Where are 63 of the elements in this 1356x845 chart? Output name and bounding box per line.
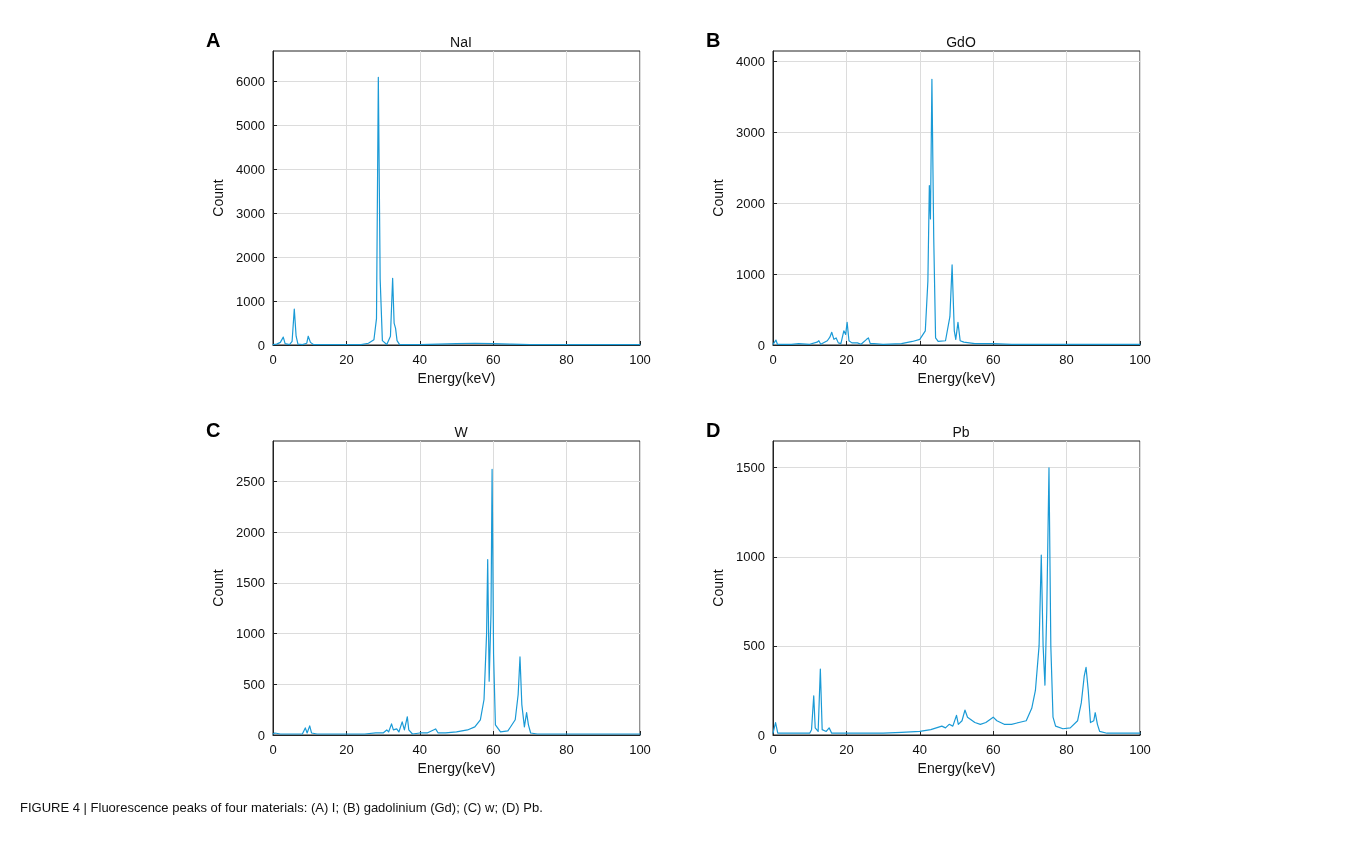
y-tick-label: 500 xyxy=(743,638,765,654)
x-tick-label: 20 xyxy=(839,352,854,367)
y-tick-label: 2000 xyxy=(236,249,265,265)
x-tick-label: 0 xyxy=(269,742,277,757)
y-tick-label: 4000 xyxy=(236,161,265,177)
chart-title: GdO xyxy=(946,34,976,50)
x-axis-title: Energy(keV) xyxy=(917,370,996,386)
y-tick-label: 1000 xyxy=(736,266,765,282)
y-tick-label: 2000 xyxy=(236,524,265,540)
x-tick-label: 80 xyxy=(1059,742,1074,757)
x-tick-label: 60 xyxy=(985,742,1001,757)
y-tick-label: 4000 xyxy=(736,54,765,70)
y-tick-label: 1000 xyxy=(236,626,265,642)
y-tick-label: 2000 xyxy=(736,195,765,211)
x-tick-label: 0 xyxy=(269,352,277,367)
x-axis-title: Energy(keV) xyxy=(917,760,996,776)
x-tick-label: 60 xyxy=(485,352,501,367)
x-tick-label: 0 xyxy=(769,352,777,367)
x-tick-label: 100 xyxy=(1129,352,1151,367)
y-tick-label: 6000 xyxy=(236,74,265,90)
y-axis-title: Count xyxy=(710,569,727,607)
x-tick-label: 80 xyxy=(559,742,574,757)
y-axis-title: Count xyxy=(210,179,227,217)
x-tick-label: 60 xyxy=(485,742,501,757)
x-tick-label: 40 xyxy=(912,352,928,367)
y-tick-label: 5000 xyxy=(236,118,265,134)
x-tick-label: 60 xyxy=(985,352,1001,367)
chart-title: NaI xyxy=(450,34,472,50)
y-tick-label: 1000 xyxy=(236,293,265,309)
x-tick-label: 40 xyxy=(912,742,928,757)
text: C xyxy=(206,419,221,441)
y-tick-label: 0 xyxy=(257,337,265,353)
y-tick-label: 2500 xyxy=(236,474,265,490)
y-tick-label: 0 xyxy=(257,727,265,743)
x-tick-label: 100 xyxy=(629,352,651,367)
y-tick-label: 0 xyxy=(757,727,765,743)
x-tick-label: 20 xyxy=(339,742,354,757)
chart-title: Pb xyxy=(952,424,970,440)
x-tick-label: 0 xyxy=(769,742,777,757)
x-tick-label: 20 xyxy=(839,742,854,757)
x-tick-label: 20 xyxy=(339,352,354,367)
x-tick-label: 40 xyxy=(412,742,428,757)
y-axis-title: Count xyxy=(210,569,227,607)
text: A xyxy=(206,29,221,51)
x-tick-label: 100 xyxy=(629,742,651,757)
x-tick-label: 100 xyxy=(1129,742,1151,757)
y-tick-label: 1000 xyxy=(736,549,765,565)
y-axis-title: Count xyxy=(710,179,727,217)
y-tick-label: 1500 xyxy=(736,460,765,476)
text: D xyxy=(706,419,721,441)
y-tick-label: 1500 xyxy=(236,575,265,591)
x-tick-label: 80 xyxy=(559,352,574,367)
text: B xyxy=(706,29,721,51)
caption: FIGURE 4 | Fluorescence peaks of four materials: (A) I; (B) gadolinium (Gd); (C) w; (D) Pb. xyxy=(20,800,543,815)
x-tick-label: 40 xyxy=(412,352,428,367)
y-tick-label: 3000 xyxy=(236,205,265,221)
y-tick-label: 3000 xyxy=(736,124,765,140)
y-tick-label: 500 xyxy=(243,676,265,692)
x-tick-label: 80 xyxy=(1059,352,1074,367)
x-axis-title: Energy(keV) xyxy=(417,370,496,386)
x-axis-title: Energy(keV) xyxy=(417,760,496,776)
chart-title: W xyxy=(454,424,469,440)
y-tick-label: 0 xyxy=(757,337,765,353)
